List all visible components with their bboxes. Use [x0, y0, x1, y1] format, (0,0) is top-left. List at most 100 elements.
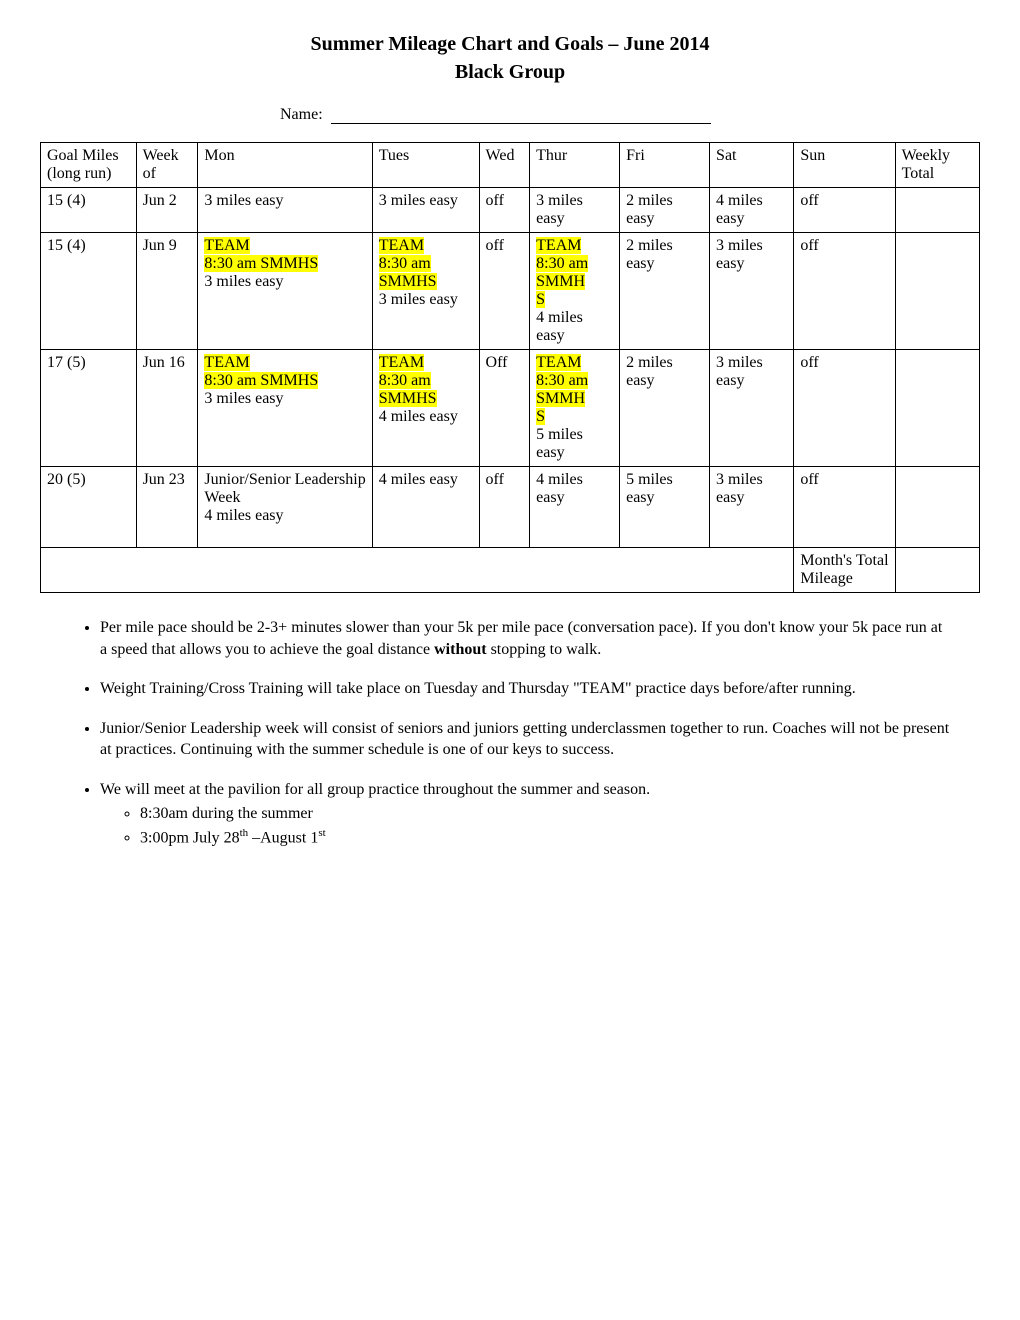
plain-text: 3 miles easy: [379, 291, 458, 308]
cell-fri: 2 miles easy: [620, 233, 710, 350]
cell-wed: off: [479, 233, 530, 350]
highlight-text: 8:30 am: [536, 372, 588, 389]
cell-mon: 3 miles easy: [198, 188, 372, 233]
cell-sat: 3 miles easy: [710, 350, 794, 467]
notes-list: Per mile pace should be 2-3+ minutes slo…: [100, 617, 950, 849]
cell-total[interactable]: [895, 350, 979, 467]
header-goal: Goal Miles (long run): [41, 143, 137, 188]
cell-goal: 17 (5): [41, 350, 137, 467]
cell-sun: off: [794, 233, 895, 350]
table-header-row: Goal Miles (long run) Week of Mon Tues W…: [41, 143, 980, 188]
bullet-item: Weight Training/Cross Training will take…: [100, 678, 950, 700]
highlight-text: SMMHS: [379, 390, 437, 407]
highlight-text: TEAM: [204, 237, 249, 254]
highlight-text: TEAM: [536, 237, 581, 254]
highlight-text: 8:30 am: [536, 255, 588, 272]
header-week: Week of: [136, 143, 198, 188]
cell-fri: 2 miles easy: [620, 188, 710, 233]
cell-sun: off: [794, 467, 895, 548]
cell-week: Jun 9: [136, 233, 198, 350]
header-wed: Wed: [479, 143, 530, 188]
table-row: 17 (5) Jun 16 TEAM 8:30 am SMMHS 3 miles…: [41, 350, 980, 467]
cell-sun: off: [794, 188, 895, 233]
plain-text: 3 miles easy: [204, 273, 283, 290]
sub-bullet-item: 3:00pm July 28th –August 1st: [140, 826, 950, 849]
highlight-text: 8:30 am: [379, 372, 431, 389]
cell-wed: Off: [479, 350, 530, 467]
header-fri: Fri: [620, 143, 710, 188]
cell-total[interactable]: [895, 233, 979, 350]
name-label: Name:: [280, 106, 323, 123]
cell-total[interactable]: [895, 188, 979, 233]
header-thur: Thur: [530, 143, 620, 188]
table-row: 15 (4) Jun 2 3 miles easy 3 miles easy o…: [41, 188, 980, 233]
cell-total[interactable]: [895, 467, 979, 548]
bold-text: without: [434, 641, 486, 658]
bullet-text: We will meet at the pavilion for all gro…: [100, 781, 650, 798]
cell-thur: TEAM 8:30 am SMMH S 4 miles easy: [530, 233, 620, 350]
title-line-1: Summer Mileage Chart and Goals – June 20…: [40, 30, 980, 58]
cell-thur: 3 miles easy: [530, 188, 620, 233]
highlight-text: S: [536, 408, 545, 425]
plain-text: 4 miles easy: [379, 408, 458, 425]
highlight-text: S: [536, 291, 545, 308]
cell-wed: off: [479, 467, 530, 548]
superscript: th: [240, 827, 249, 839]
cell-tues: TEAM 8:30 am SMMHS 4 miles easy: [372, 350, 479, 467]
plain-text: 5 miles easy: [536, 426, 583, 461]
header-total: Weekly Total: [895, 143, 979, 188]
cell-goal: 15 (4): [41, 233, 137, 350]
highlight-text: 8:30 am: [379, 255, 431, 272]
highlight-text: 8:30 am SMMHS: [204, 372, 318, 389]
sub-text: –August 1: [248, 829, 318, 846]
bullet-item: Per mile pace should be 2-3+ minutes slo…: [100, 617, 950, 660]
title-line-2: Black Group: [40, 58, 980, 86]
sub-list: 8:30am during the summer 3:00pm July 28t…: [140, 803, 950, 850]
header-sat: Sat: [710, 143, 794, 188]
bullet-item: Junior/Senior Leadership week will consi…: [100, 718, 950, 761]
cell-tues: 4 miles easy: [372, 467, 479, 548]
cell-tues: 3 miles easy: [372, 188, 479, 233]
cell-fri: 5 miles easy: [620, 467, 710, 548]
plain-text: 3 miles easy: [204, 390, 283, 407]
cell-tues: TEAM 8:30 am SMMHS 3 miles easy: [372, 233, 479, 350]
plain-text: 4 miles easy: [204, 507, 283, 524]
cell-sat: 4 miles easy: [710, 188, 794, 233]
highlight-text: TEAM: [536, 354, 581, 371]
highlight-text: SMMH: [536, 390, 585, 407]
cell-wed: off: [479, 188, 530, 233]
footer-total[interactable]: [895, 548, 979, 593]
superscript: st: [318, 827, 325, 839]
name-blank-line[interactable]: [331, 123, 711, 124]
document-title: Summer Mileage Chart and Goals – June 20…: [40, 30, 980, 86]
highlight-text: 8:30 am SMMHS: [204, 255, 318, 272]
table-footer-row: Month's Total Mileage: [41, 548, 980, 593]
sub-bullet-item: 8:30am during the summer: [140, 803, 950, 825]
cell-sat: 3 miles easy: [710, 233, 794, 350]
cell-goal: 15 (4): [41, 188, 137, 233]
highlight-text: SMMHS: [379, 273, 437, 290]
cell-sat: 3 miles easy: [710, 467, 794, 548]
cell-thur: TEAM 8:30 am SMMH S 5 miles easy: [530, 350, 620, 467]
sub-text: 3:00pm July 28: [140, 829, 240, 846]
highlight-text: TEAM: [379, 237, 424, 254]
highlight-text: SMMH: [536, 273, 585, 290]
plain-text: 4 miles easy: [536, 309, 583, 344]
mileage-table: Goal Miles (long run) Week of Mon Tues W…: [40, 142, 980, 593]
cell-week: Jun 2: [136, 188, 198, 233]
cell-week: Jun 16: [136, 350, 198, 467]
cell-thur: 4 miles easy: [530, 467, 620, 548]
header-tues: Tues: [372, 143, 479, 188]
cell-goal: 20 (5): [41, 467, 137, 548]
name-field-row: Name:: [280, 106, 980, 124]
bullet-item: We will meet at the pavilion for all gro…: [100, 779, 950, 849]
bullet-text: stopping to walk.: [487, 641, 602, 658]
header-mon: Mon: [198, 143, 372, 188]
plain-text: Junior/Senior Leadership Week: [204, 471, 365, 506]
cell-fri: 2 miles easy: [620, 350, 710, 467]
table-row: 20 (5) Jun 23 Junior/Senior Leadership W…: [41, 467, 980, 548]
cell-mon: Junior/Senior Leadership Week 4 miles ea…: [198, 467, 372, 548]
header-sun: Sun: [794, 143, 895, 188]
cell-mon: TEAM 8:30 am SMMHS 3 miles easy: [198, 350, 372, 467]
cell-week: Jun 23: [136, 467, 198, 548]
